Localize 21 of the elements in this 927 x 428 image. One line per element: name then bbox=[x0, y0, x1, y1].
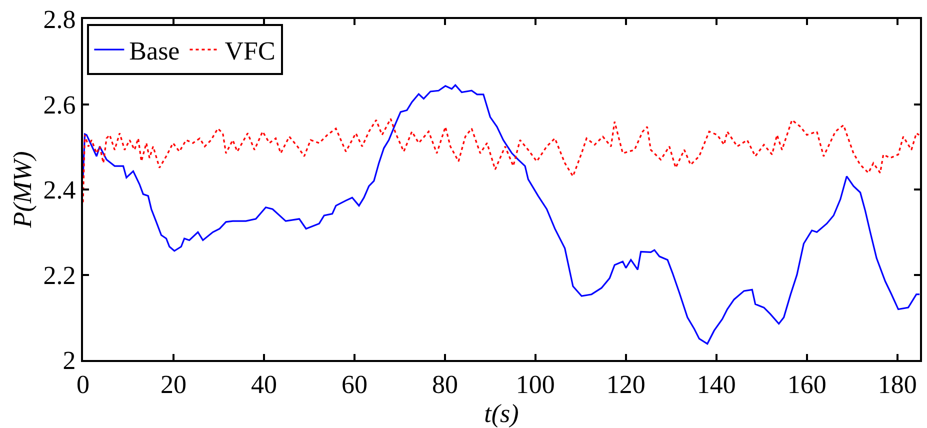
y-axis-title: P(MW) bbox=[8, 151, 38, 229]
x-tick-label: 120 bbox=[606, 370, 646, 400]
line-series bbox=[83, 84, 920, 345]
x-tick-label: 80 bbox=[432, 370, 458, 400]
x-tick-label: 60 bbox=[341, 370, 368, 400]
x-tick-label: 100 bbox=[516, 370, 555, 400]
line-series bbox=[83, 118, 920, 204]
y-tick-label: 2.6 bbox=[43, 90, 76, 120]
x-axis-title: t(s) bbox=[484, 399, 519, 428]
y-tick-label: 2 bbox=[62, 346, 76, 376]
x-tick-label: 140 bbox=[696, 370, 736, 400]
y-tick-label: 2.4 bbox=[43, 176, 76, 205]
x-tick-label: 40 bbox=[250, 370, 277, 400]
x-tick-label: 180 bbox=[878, 370, 917, 400]
y-tick-label: 2.8 bbox=[43, 5, 76, 34]
x-tick-label: 20 bbox=[160, 370, 186, 400]
x-tick-label: 0 bbox=[76, 370, 90, 400]
y-tick-label: 2.2 bbox=[43, 260, 76, 290]
x-tick-label: 160 bbox=[787, 370, 826, 400]
legend-label: VFC bbox=[224, 36, 276, 66]
legend-label: Base bbox=[129, 36, 180, 66]
